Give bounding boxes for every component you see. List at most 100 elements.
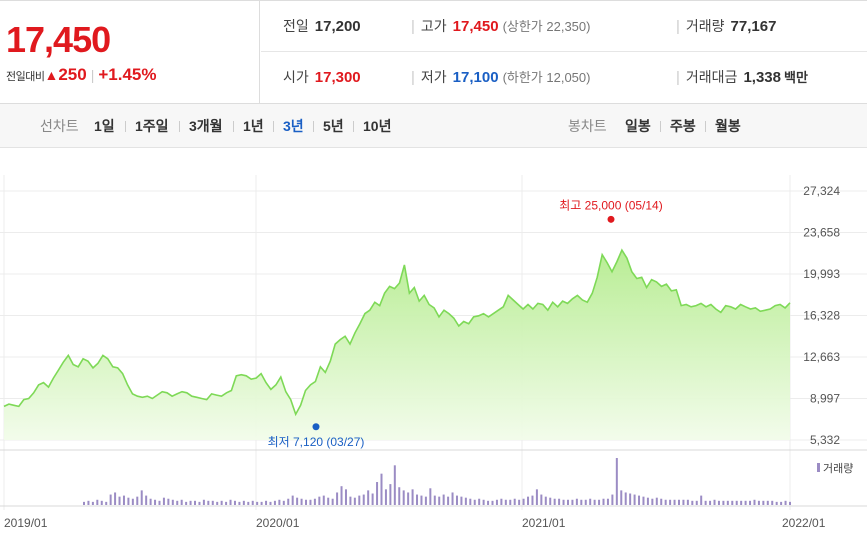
volume-bar	[766, 500, 769, 505]
volume-bar	[353, 497, 356, 505]
change-row: 전일대비▲250 | +1.45%	[6, 65, 157, 85]
y-tick-label: 27,324	[803, 184, 840, 198]
volume-bar	[655, 497, 658, 505]
tab-monthly[interactable]: 월봉	[715, 118, 741, 134]
volume-bar	[691, 500, 694, 505]
volume-bar	[136, 496, 139, 505]
volume-bar	[638, 495, 641, 505]
volume-value: 77,167	[730, 18, 777, 35]
volume-bar	[633, 494, 636, 505]
volume-bar	[376, 482, 379, 505]
y-tick-label: 16,328	[803, 309, 840, 323]
volume-bar	[140, 490, 143, 505]
y-tick-label: 19,993	[803, 267, 840, 281]
volume-bar	[731, 500, 734, 505]
volume-bar	[495, 499, 498, 505]
quote-panel: 17,450 전일대비▲250 | +1.45% 전일 17,200 | 고가 17,45…	[0, 0, 867, 104]
tab-10year[interactable]: 10년	[363, 118, 392, 134]
volume-bar	[482, 499, 485, 505]
volume-bar	[358, 495, 361, 505]
volume-bar	[167, 498, 170, 505]
volume-bar	[451, 492, 454, 505]
volume-bar	[162, 497, 165, 505]
volume-bar	[313, 498, 316, 505]
y-tick-label: 8,997	[810, 392, 840, 406]
volume-bar	[726, 500, 729, 505]
volume-bar	[642, 496, 645, 505]
price-area	[4, 250, 790, 440]
y-tick-label: 12,663	[803, 350, 840, 364]
volume-bar	[322, 495, 325, 505]
tab-3month[interactable]: 3개월	[189, 118, 223, 134]
volume-bar	[487, 500, 490, 505]
volume-bar	[420, 495, 423, 505]
volume-bar	[287, 498, 290, 505]
volume-bar	[646, 497, 649, 505]
volume-bar	[114, 492, 117, 505]
volume-bar	[717, 500, 720, 505]
volume-bar	[176, 500, 179, 505]
volume-label: 거래량	[685, 18, 725, 34]
volume-bar	[96, 499, 99, 505]
volume-bar	[757, 500, 760, 505]
volume-bar	[171, 499, 174, 505]
volume-bar	[291, 495, 294, 505]
volume-bar	[695, 500, 698, 505]
volume-bar	[509, 499, 512, 505]
volume-bar	[580, 499, 583, 505]
volume-bar	[500, 498, 503, 505]
volume-bar	[131, 498, 134, 505]
y-tick-label: 5,332	[810, 433, 840, 447]
current-price: 17,450	[6, 19, 111, 60]
volume-bar	[429, 488, 432, 505]
volume-bar	[549, 497, 552, 505]
upper-limit: (상한가 22,350)	[502, 19, 591, 34]
tab-1day[interactable]: 1일	[94, 118, 115, 134]
volume-bar	[464, 497, 467, 505]
candle-chart-label: 봉차트	[568, 118, 607, 134]
volume-bar	[122, 495, 125, 505]
volume-bar	[700, 495, 703, 505]
volume-bar	[620, 490, 623, 505]
volume-bar	[260, 501, 263, 505]
volume-bar	[194, 500, 197, 505]
volume-bar	[309, 499, 312, 505]
volume-bar	[185, 501, 188, 505]
tab-1year[interactable]: 1년	[243, 118, 264, 134]
chart-tab-bar: 선차트 1일 1주일 3개월 1년 3년 5년 10년 봉차트 일봉 주봉 월봉	[0, 104, 867, 148]
quote-row-1: 전일 17,200 | 고가 17,450 (상한가 22,350) | 거래량 77,16…	[261, 1, 867, 52]
volume-bar	[207, 500, 210, 505]
tab-daily[interactable]: 일봉	[625, 118, 651, 134]
high-price: | 고가 17,450 (상한가 22,350)	[411, 18, 591, 35]
volume-bar	[180, 499, 183, 505]
volume-bar	[216, 501, 219, 505]
tab-weekly[interactable]: 주봉	[670, 118, 696, 134]
volume-bar	[251, 500, 254, 505]
volume-bar	[789, 501, 791, 505]
volume-bar	[513, 498, 516, 505]
high-annotation: 최고 25,000 (05/14)	[559, 198, 662, 212]
volume-bar	[606, 498, 609, 505]
tab-5year[interactable]: 5년	[323, 118, 344, 134]
volume-bar	[660, 498, 663, 505]
tab-1week[interactable]: 1주일	[135, 118, 169, 134]
volume-bar	[91, 501, 94, 505]
volume-legend-swatch	[817, 463, 820, 472]
volume-bar	[518, 499, 521, 505]
volume-bar	[336, 492, 339, 505]
volume-legend-label: 거래량	[823, 462, 853, 475]
change-value: 250	[58, 65, 87, 84]
change-percent: +1.45%	[98, 65, 157, 84]
volume-bar	[105, 501, 108, 505]
low-value: 17,100	[452, 69, 499, 86]
volume-bar	[762, 500, 765, 505]
volume-bar	[424, 496, 427, 505]
volume-bar	[411, 489, 414, 505]
tab-3year[interactable]: 3년	[283, 118, 304, 134]
volume-bar	[460, 496, 463, 505]
volume-bar	[469, 498, 472, 505]
volume-bar	[571, 499, 574, 505]
volume-bar	[349, 496, 352, 505]
volume-bar	[198, 501, 201, 505]
volume-bar	[664, 499, 667, 505]
